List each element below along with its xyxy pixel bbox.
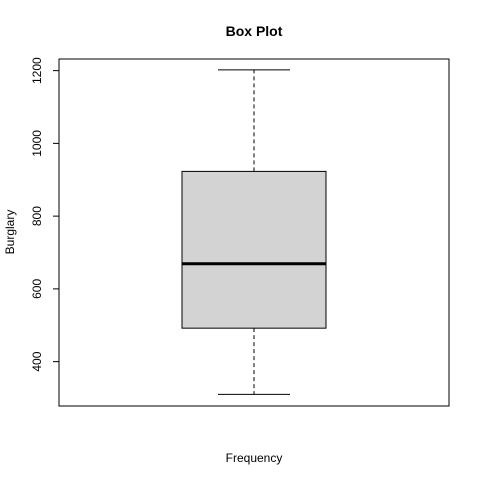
y-tick-label: 600	[30, 279, 44, 299]
iqr-box	[181, 170, 327, 329]
y-axis-label: Burglary	[3, 210, 17, 255]
y-tick-label: 1000	[30, 130, 44, 157]
x-axis-label: Frequency	[226, 451, 283, 465]
y-tick-label: 400	[30, 351, 44, 371]
y-axis-ticks: 400 600 800 1000 1200	[30, 57, 59, 372]
y-tick-label: 800	[30, 206, 44, 226]
chart-title: Box Plot	[226, 23, 283, 39]
y-tick-label: 1200	[30, 57, 44, 84]
